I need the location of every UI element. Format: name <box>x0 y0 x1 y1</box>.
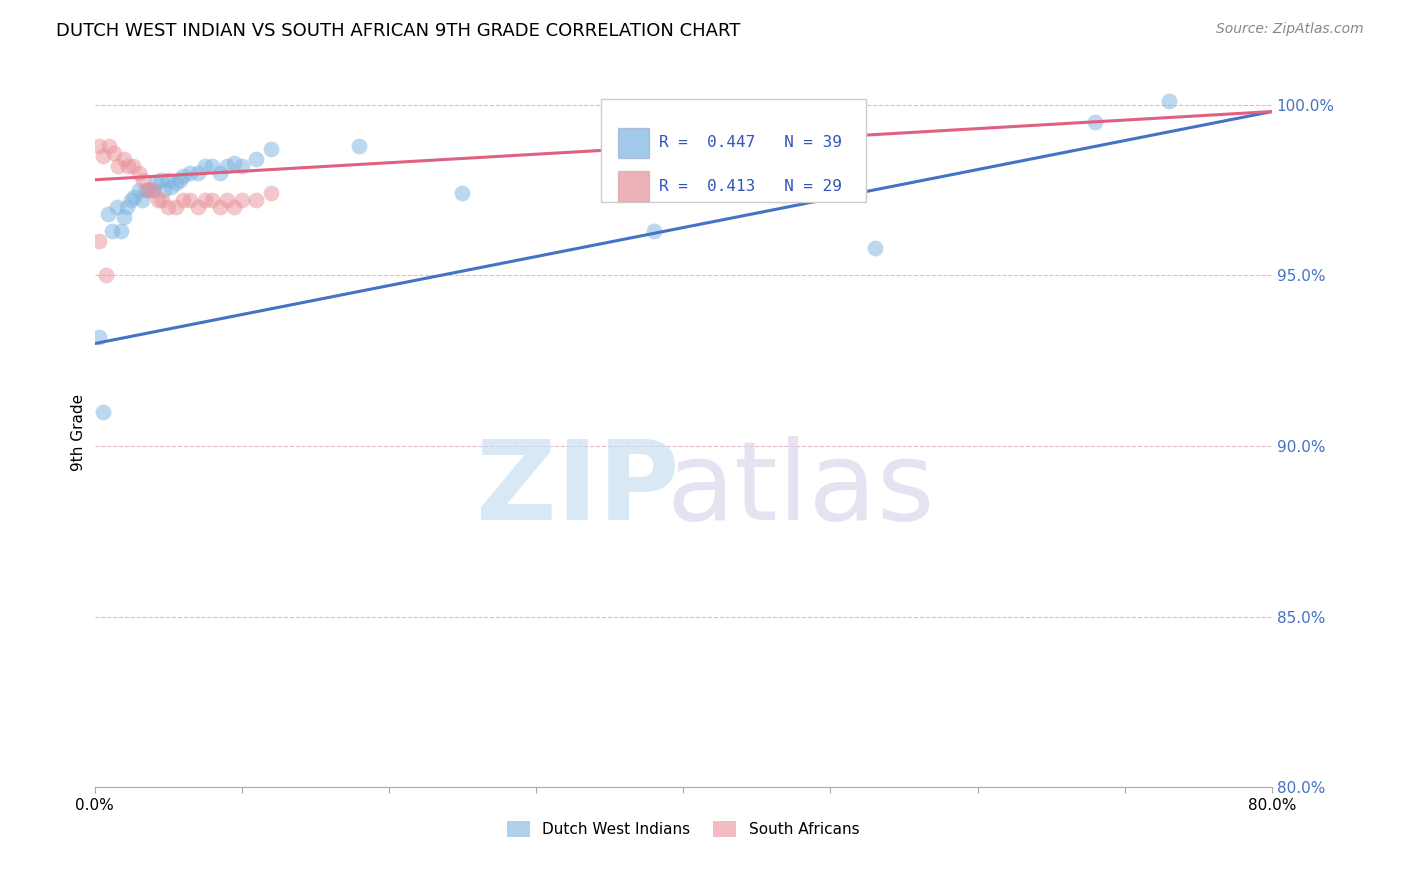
Point <box>157 200 180 214</box>
Point <box>117 159 139 173</box>
Point <box>152 183 174 197</box>
Point <box>260 186 283 201</box>
FancyBboxPatch shape <box>600 99 866 202</box>
Text: Source: ZipAtlas.com: Source: ZipAtlas.com <box>1216 22 1364 37</box>
Point <box>124 190 146 204</box>
Point <box>260 142 283 156</box>
Text: DUTCH WEST INDIAN VS SOUTH AFRICAN 9TH GRADE CORRELATION CHART: DUTCH WEST INDIAN VS SOUTH AFRICAN 9TH G… <box>56 22 741 40</box>
Point <box>105 200 128 214</box>
Point <box>149 173 172 187</box>
Point <box>172 169 194 184</box>
Y-axis label: 9th Grade: 9th Grade <box>72 393 86 471</box>
Point <box>231 194 253 208</box>
Point <box>231 159 253 173</box>
Point <box>201 194 224 208</box>
Point <box>150 194 173 208</box>
Point <box>128 183 150 197</box>
Point <box>132 173 155 187</box>
Text: ZIP: ZIP <box>475 435 679 542</box>
Point <box>115 200 138 214</box>
Point <box>1157 95 1180 109</box>
Point <box>208 200 231 214</box>
Point <box>165 200 187 214</box>
Point <box>349 138 371 153</box>
Point <box>179 166 201 180</box>
Point <box>131 194 153 208</box>
Point <box>110 224 132 238</box>
Point <box>194 194 217 208</box>
Text: R =  0.413   N = 29: R = 0.413 N = 29 <box>658 178 841 194</box>
Point <box>142 183 165 197</box>
Point <box>863 241 886 255</box>
Point <box>194 159 217 173</box>
Point <box>135 183 157 197</box>
Point <box>136 183 159 197</box>
Point <box>245 153 267 167</box>
Point <box>93 405 115 419</box>
Point <box>146 194 169 208</box>
Point <box>201 159 224 173</box>
Text: atlas: atlas <box>666 435 935 542</box>
FancyBboxPatch shape <box>619 128 650 158</box>
Point <box>215 159 238 173</box>
Point <box>121 159 143 173</box>
Point <box>208 166 231 180</box>
Point <box>120 194 142 208</box>
Point <box>87 138 110 153</box>
Point <box>112 211 135 225</box>
Point <box>93 149 115 163</box>
Point <box>224 200 246 214</box>
Point <box>87 330 110 344</box>
Point <box>215 194 238 208</box>
Point <box>157 173 180 187</box>
Point <box>96 268 118 283</box>
Point <box>103 145 125 160</box>
Point <box>169 173 191 187</box>
Point <box>138 183 160 197</box>
Point <box>98 138 121 153</box>
Point <box>187 166 209 180</box>
Point <box>165 176 187 190</box>
Text: R =  0.447   N = 39: R = 0.447 N = 39 <box>658 136 841 151</box>
Point <box>112 153 135 167</box>
Point <box>97 207 120 221</box>
Point <box>145 176 167 190</box>
Point <box>187 200 209 214</box>
Legend: Dutch West Indians, South Africans: Dutch West Indians, South Africans <box>501 815 865 843</box>
Point <box>142 183 165 197</box>
Point <box>87 234 110 248</box>
Point <box>160 179 183 194</box>
Point <box>451 186 474 201</box>
FancyBboxPatch shape <box>619 171 650 201</box>
Point <box>643 224 665 238</box>
Point <box>1084 115 1107 129</box>
Point <box>172 194 194 208</box>
Point <box>128 166 150 180</box>
Point <box>101 224 124 238</box>
Point <box>245 194 267 208</box>
Point <box>224 155 246 169</box>
Point <box>107 159 129 173</box>
Point <box>179 194 201 208</box>
